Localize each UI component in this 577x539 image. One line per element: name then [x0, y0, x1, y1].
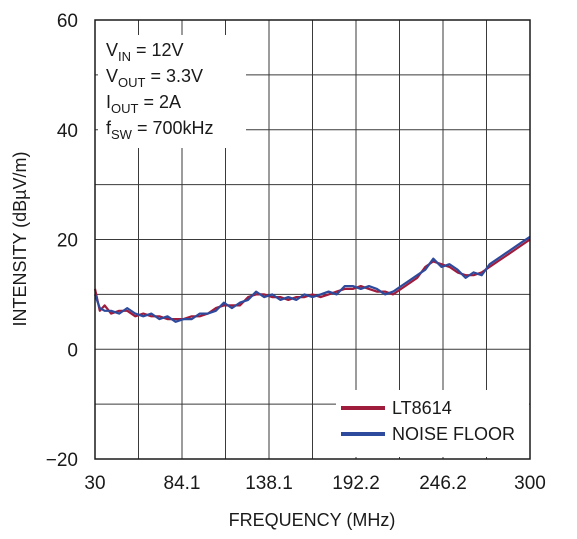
y-axis-title: INTENSITY (dBµV/m) [10, 151, 30, 326]
series-line-noise-floor [93, 235, 531, 323]
legend-label: NOISE FLOOR [392, 424, 515, 444]
y-tick-label: −20 [46, 450, 78, 471]
x-axis-title: FREQUENCY (MHz) [229, 510, 396, 530]
y-tick-label: 20 [57, 231, 78, 252]
annotation-box [98, 35, 246, 148]
plot-frame [94, 19, 531, 460]
condition-annotation: fSW = 700kHz [106, 118, 214, 142]
x-tick-label: 30 [84, 473, 105, 494]
tick-labels: 30 84.1 138.1 192.2 246.2 300 60 40 20 0 −20 [46, 11, 546, 494]
y-tick-label: 60 [57, 11, 78, 32]
legend-box [336, 390, 529, 457]
y-tick-label: 40 [57, 121, 78, 142]
x-tick-label: 246.2 [419, 473, 467, 494]
x-tick-label: 84.1 [164, 473, 201, 494]
y-tick-label: 0 [67, 340, 78, 361]
condition-annotation: IOUT = 2A [106, 92, 181, 116]
condition-annotation: VIN = 12V [106, 40, 184, 64]
condition-annotation: VOUT = 3.3V [106, 66, 203, 90]
legend: LT8614 NOISE FLOOR [341, 398, 515, 444]
x-tick-label: 300 [514, 473, 546, 494]
legend-label: LT8614 [392, 398, 452, 418]
series-layer [93, 235, 531, 323]
x-tick-label: 138.1 [245, 473, 293, 494]
x-tick-label: 192.2 [332, 473, 380, 494]
